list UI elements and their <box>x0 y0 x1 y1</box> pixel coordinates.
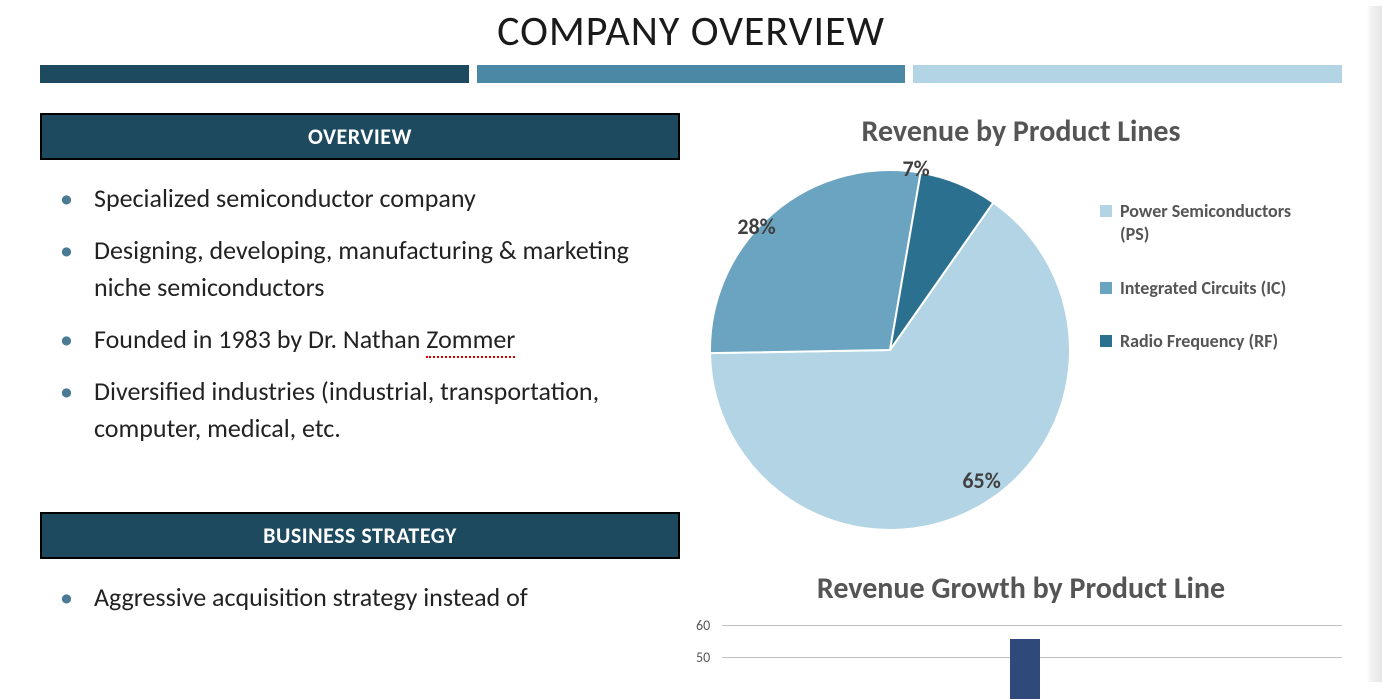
legend-label: Integrated Circuits (IC) <box>1120 277 1286 300</box>
legend-item: Radio Frequency (RF) <box>1100 330 1320 353</box>
pie-slice-label: 65% <box>962 467 1000 494</box>
right-column: Revenue by Product Lines 65% 28% 7% Power … <box>700 113 1342 697</box>
overview-header: OVERVIEW <box>40 113 680 160</box>
legend-swatch <box>1100 335 1112 347</box>
accent-bar-3 <box>913 65 1342 83</box>
pie-chart-title: Revenue by Product Lines <box>700 113 1342 150</box>
legend-label: Radio Frequency (RF) <box>1120 330 1278 353</box>
pie-legend: Power Semiconductors (PS) Integrated Circ… <box>1100 200 1320 384</box>
pie-slice <box>710 170 921 353</box>
accent-bar-1 <box>40 65 469 83</box>
legend-swatch <box>1100 282 1112 294</box>
left-column: OVERVIEW Specialized semiconductor compa… <box>40 113 680 697</box>
spellcheck-word: Zommer <box>426 323 515 358</box>
growth-chart: 6050 <box>700 617 1342 697</box>
strategy-header: BUSINESS STRATEGY <box>40 512 680 559</box>
legend-swatch <box>1100 205 1112 217</box>
y-axis-tick: 60 <box>696 617 710 634</box>
accent-bars <box>40 65 1342 83</box>
page-title: COMPANY OVERVIEW <box>0 6 1382 57</box>
legend-item: Integrated Circuits (IC) <box>1100 277 1320 300</box>
bullet-item: Aggressive acquisition strategy instead … <box>60 579 680 617</box>
growth-bar <box>1010 639 1040 699</box>
pie-slice-label: 7% <box>903 155 930 182</box>
y-axis-tick: 50 <box>696 649 710 666</box>
bullet-item: Founded in 1983 by Dr. Nathan Zommer <box>60 321 680 359</box>
growth-chart-title: Revenue Growth by Product Line <box>700 570 1342 607</box>
pie-chart: 65%28%7% <box>700 160 1080 540</box>
bullet-item: Specialized semiconductor company <box>60 180 680 218</box>
overview-bullets: Specialized semiconductor company Designi… <box>40 180 680 448</box>
pie-slice-label: 28% <box>737 213 775 240</box>
bullet-item: Diversified industries (industrial, tran… <box>60 373 680 448</box>
bullet-item: Designing, developing, manufacturing & m… <box>60 232 680 307</box>
legend-label: Power Semiconductors (PS) <box>1120 200 1320 247</box>
gridline <box>722 625 1342 626</box>
strategy-bullets: Aggressive acquisition strategy instead … <box>40 579 680 617</box>
page-edge-shadow <box>1366 6 1382 682</box>
legend-item: Power Semiconductors (PS) <box>1100 200 1320 247</box>
accent-bar-2 <box>477 65 906 83</box>
